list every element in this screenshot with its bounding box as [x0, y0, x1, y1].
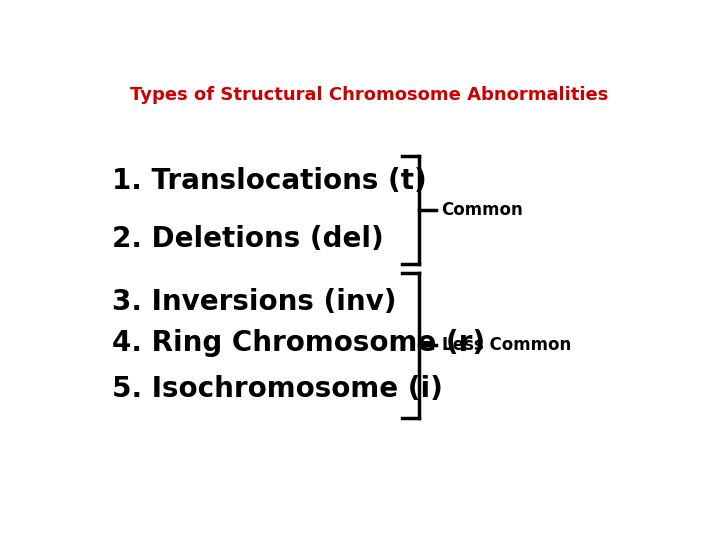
Text: Common: Common [441, 201, 523, 219]
Text: Types of Structural Chromosome Abnormalities: Types of Structural Chromosome Abnormali… [130, 85, 608, 104]
Text: 2. Deletions (del): 2. Deletions (del) [112, 225, 384, 253]
Text: Less Common: Less Common [441, 336, 571, 354]
Text: 5. Isochromosome (i): 5. Isochromosome (i) [112, 375, 444, 403]
Text: 3. Inversions (inv): 3. Inversions (inv) [112, 288, 397, 316]
Text: 4. Ring Chromosome (r): 4. Ring Chromosome (r) [112, 329, 485, 357]
Text: 1. Translocations (t): 1. Translocations (t) [112, 167, 427, 195]
